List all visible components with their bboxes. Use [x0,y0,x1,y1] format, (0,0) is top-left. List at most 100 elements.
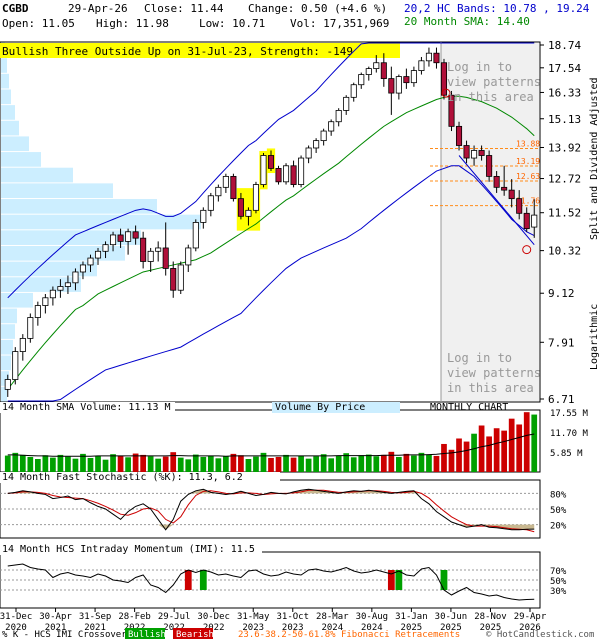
candle-body [19,337,26,352]
candle-body [252,184,259,211]
volume-by-price-bar [1,167,73,183]
volume-bar [260,452,267,472]
volume-bar [388,451,395,472]
crossover-marker [184,570,192,590]
x-tick-label-month: 31-Jan [395,612,428,622]
right-axis-label-scale: Logarithmic [589,304,600,370]
fib-label: 11.76 [516,197,540,206]
candle-body [177,264,184,291]
volume-bar [508,418,515,472]
candle-body [335,110,342,123]
volume-bar [486,436,492,472]
price-tick-label: 16.33 [548,86,581,99]
volume-bar [132,453,139,472]
candle-body [433,52,440,64]
volume-bar [441,443,447,472]
pattern-marker [522,245,532,255]
footer-crossover-label: % K - HCS IMI Crossover, [2,630,132,640]
volume-bar [380,454,387,472]
volume-bar [403,453,410,472]
price-tick-label: 7.91 [548,336,575,349]
candle-body [132,231,139,239]
candle-body [34,305,41,318]
volume-bar [72,458,79,472]
volume-bar [290,457,297,472]
volume-bar [34,459,41,472]
volume-bar [343,453,350,472]
volume-by-price-bar [1,105,15,120]
volume-bar [95,455,101,472]
volume-bar [238,455,244,472]
price-tick-label: 11.52 [548,207,581,220]
volume-bar [531,414,538,472]
candle-body [87,257,94,266]
price-tick-label: 6.71 [548,393,575,406]
volume-bar [230,453,237,472]
volume-bar [140,454,146,472]
stoch-tick-label: 80% [550,490,567,500]
candle-body [185,247,192,266]
stoch-tick-label: 50% [550,506,567,516]
volume-bar [4,455,11,472]
stoch-d-line [7,489,535,533]
candle-body [418,60,425,71]
candle-body [508,189,515,200]
volume-bar [215,458,222,472]
price-tick-label: 13.92 [548,141,581,154]
candle-body [162,247,169,269]
imi-panel-title: 14 Month HCS Intraday Momentum (IMI): 11… [2,544,255,555]
candle-body [230,175,237,200]
volume-bar [433,455,440,472]
volume-by-price-bar [1,324,15,339]
volume-bar [426,454,432,472]
candle-body [64,282,71,287]
candle-body [365,68,372,75]
volume-bar [42,455,49,472]
x-tick-label-month: 28-Mar [316,612,349,622]
candle-body [275,168,282,183]
volume-bar [80,453,86,472]
price-tick-label: 18.74 [548,39,581,52]
chart-period-label: MONTHLY CHART [430,402,508,413]
volume-bar [478,425,485,472]
volume-bar [117,455,124,472]
x-tick-label-month: 29-Jul [158,612,191,622]
candle-body [170,268,177,291]
volume-bar [110,454,116,472]
candle-body [440,62,448,96]
candle-body [110,234,117,246]
candle-body [410,70,417,84]
vbp-title: Volume By Price [275,402,365,413]
price-tick-label: 15.13 [548,113,581,126]
candle-body [245,209,252,217]
candle-body [79,264,87,273]
candle-body [516,198,523,214]
x-tick-label-month: 28-Nov [474,612,507,622]
volume-bar [162,456,169,472]
candle-body [283,165,290,183]
candle-body [380,62,387,79]
volume-by-price-bar [1,214,201,230]
candle-body [155,247,162,252]
crossover-marker [440,570,448,590]
volume-bar [418,452,425,472]
candle-body [358,74,365,86]
candle-body [27,317,34,339]
volume-bar [192,454,199,472]
x-tick-label-year: 2023 [242,623,264,633]
volume-by-price-bar [1,230,141,245]
watermark-text: in this area [447,90,534,104]
hc-band-upper [7,42,535,299]
candle-body [531,214,538,228]
volume-bar [102,459,109,472]
low-value: Low: 10.71 [199,17,266,30]
pattern-banner: Bullish Three Outside Up on 31-Jul-23, S… [2,45,353,58]
x-tick-label-month: 31-Sep [79,612,112,622]
candle-body [222,175,229,188]
price-tick-label: 9.12 [548,287,575,300]
x-tick-label-month: 31-Dec [0,612,32,622]
volume-bar [448,449,455,472]
candle-body [267,155,275,169]
volume-bar [185,459,192,472]
